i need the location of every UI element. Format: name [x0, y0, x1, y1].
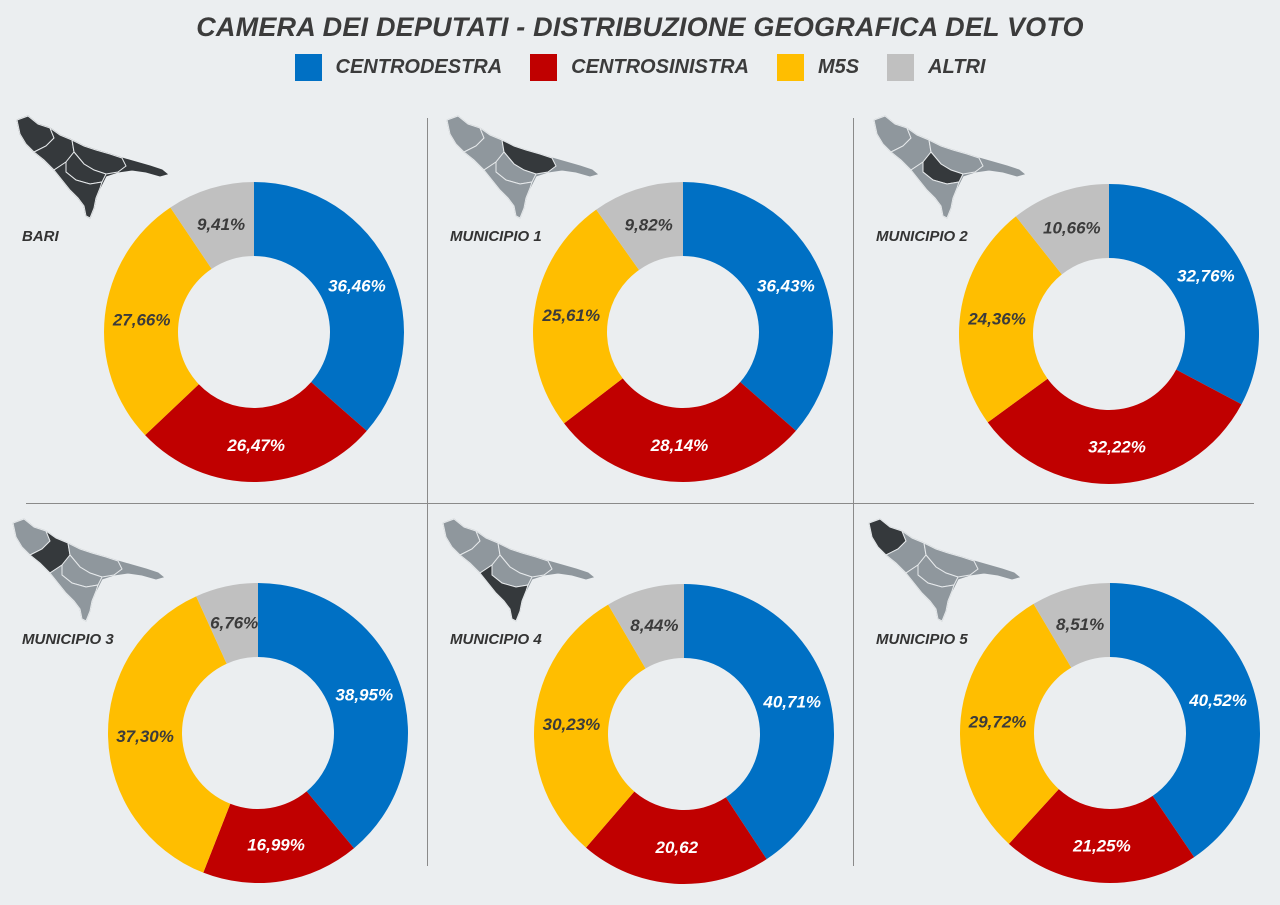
panel-label-bari: BARI — [22, 228, 59, 245]
donut-slice-altri — [1015, 184, 1109, 275]
donut-chart-municipio-4: 40,71% 20,62 30,23% 8,44% — [534, 584, 835, 884]
panel-label-municipio-1: MUNICIPIO 1 — [450, 228, 542, 245]
district-map-bari — [16, 115, 169, 219]
donut-slice-centrosinistra — [586, 791, 767, 884]
donut-chart-municipio-5: 40,52% 21,25% 29,72% 8,51% — [959, 583, 1261, 883]
donut-slice-centrosinistra — [1008, 789, 1195, 883]
legend-label-altri: ALTRI — [928, 56, 986, 78]
donut-slice-m5s — [532, 209, 640, 424]
donut-slice-altri — [596, 182, 683, 271]
legend-swatch-centrosinistra — [530, 54, 558, 81]
donut-slice-altri — [170, 182, 254, 269]
data-label-m5s: 24,36% — [967, 310, 1026, 329]
data-label-centrosinistra: 20,62 — [654, 838, 698, 857]
data-label-altri: 8,51% — [1056, 615, 1104, 634]
map-region-municipio-4 — [905, 564, 955, 622]
divider-horizontal — [26, 503, 1254, 504]
divider-vertical-right — [853, 118, 854, 866]
district-map-municipio-2 — [873, 115, 1026, 219]
map-region-municipio-4 — [53, 161, 103, 219]
data-label-centrosinistra: 16,99% — [247, 836, 305, 855]
donut-slice-m5s — [959, 603, 1072, 844]
data-label-centrodestra: 40,52% — [1188, 691, 1247, 710]
page-title: CAMERA DEI DEPUTATI - DISTRIBUZIONE GEOG… — [196, 12, 1084, 42]
data-label-altri: 9,82% — [625, 215, 673, 234]
data-label-centrosinistra: 26,47% — [226, 436, 285, 455]
donut-slice-centrodestra — [684, 584, 835, 860]
legend-label-centrodestra: CENTRODESTRA — [335, 56, 503, 78]
donut-slice-m5s — [108, 596, 231, 873]
district-map-municipio-4 — [442, 518, 595, 622]
district-map-municipio-3 — [12, 518, 165, 622]
data-label-centrodestra: 38,95% — [335, 686, 393, 705]
data-label-altri: 9,41% — [197, 215, 245, 234]
donut-slice-centrodestra — [683, 182, 834, 431]
legend-swatch-altri — [887, 54, 915, 81]
donut-chart-bari: 36,46% 26,47% 27,66% 9,41% — [104, 182, 405, 482]
donut-slice-centrodestra — [1109, 184, 1259, 405]
panel-label-municipio-2: MUNICIPIO 2 — [876, 228, 968, 245]
donut-chart-municipio-1: 36,43% 28,14% 25,61% 9,82% — [532, 182, 834, 482]
data-label-centrodestra: 36,43% — [757, 276, 815, 295]
data-label-centrosinistra: 28,14% — [650, 436, 709, 455]
district-map-municipio-1 — [446, 115, 599, 219]
legend-item-centrosinistra: CENTROSINISTRA — [530, 54, 749, 81]
donut-slice-altri — [196, 583, 258, 664]
district-map-municipio-5 — [868, 518, 1021, 622]
donut-slice-centrosinistra — [564, 378, 796, 482]
panel-label-municipio-3: MUNICIPIO 3 — [22, 631, 114, 648]
map-region-municipio-4 — [910, 161, 960, 219]
data-label-centrodestra: 36,46% — [328, 276, 386, 295]
donut-slice-centrodestra — [254, 182, 405, 431]
map-region-municipio-4 — [479, 564, 529, 622]
map-region-municipio-4 — [49, 564, 99, 622]
legend-label-centrosinistra: CENTROSINISTRA — [571, 56, 749, 78]
data-label-centrodestra: 40,71% — [762, 692, 821, 711]
donut-chart-municipio-3: 38,95% 16,99% 37,30% 6,76% — [108, 583, 409, 883]
donut-slice-altri — [1033, 583, 1110, 668]
divider-vertical-left — [427, 118, 428, 866]
map-region-municipio-4 — [483, 161, 533, 219]
data-label-m5s: 27,66% — [112, 311, 171, 330]
data-label-centrosinistra: 21,25% — [1072, 837, 1131, 856]
data-label-altri: 8,44% — [630, 616, 678, 635]
legend-swatch-centrodestra — [294, 54, 322, 81]
legend-item-m5s: M5S — [776, 54, 860, 81]
donut-slice-centrodestra — [1110, 583, 1261, 858]
donut-slice-m5s — [959, 216, 1062, 423]
data-label-centrodestra: 32,76% — [1177, 267, 1235, 286]
legend-item-centrodestra: CENTRODESTRA — [294, 54, 503, 81]
donut-slice-altri — [608, 584, 684, 669]
panel-label-municipio-4: MUNICIPIO 4 — [450, 631, 542, 648]
data-label-altri: 10,66% — [1043, 218, 1101, 237]
donut-slice-centrodestra — [258, 583, 409, 849]
data-label-m5s: 30,23% — [543, 715, 601, 734]
panel-label-municipio-5: MUNICIPIO 5 — [876, 631, 968, 648]
legend: CENTRODESTRA CENTROSINISTRA M5S ALTRI — [0, 54, 1280, 81]
data-label-m5s: 25,61% — [541, 306, 600, 325]
donut-slice-centrosinistra — [145, 382, 367, 482]
donut-slice-m5s — [534, 604, 646, 848]
donut-slice-centrosinistra — [203, 791, 354, 883]
legend-item-altri: ALTRI — [887, 54, 986, 81]
donut-chart-municipio-2: 32,76% 32,22% 24,36% 10,66% — [959, 184, 1259, 484]
data-label-m5s: 37,30% — [116, 727, 174, 746]
donut-slice-m5s — [104, 207, 212, 436]
data-label-centrosinistra: 32,22% — [1088, 438, 1146, 457]
data-label-altri: 6,76% — [210, 614, 258, 633]
donut-slice-centrosinistra — [987, 369, 1242, 484]
legend-swatch-m5s — [776, 54, 804, 81]
legend-label-m5s: M5S — [817, 56, 860, 78]
data-label-m5s: 29,72% — [968, 712, 1027, 731]
